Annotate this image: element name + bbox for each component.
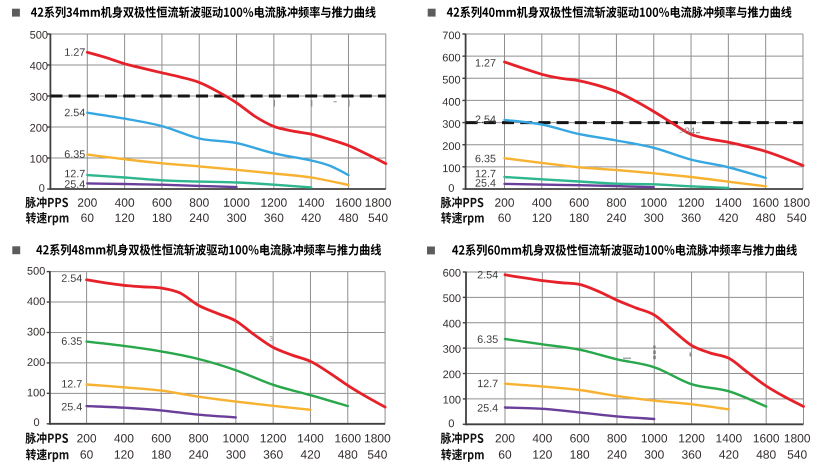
svg-text:>04: >04: [679, 126, 695, 137]
svg-text:3: 3: [269, 336, 273, 343]
